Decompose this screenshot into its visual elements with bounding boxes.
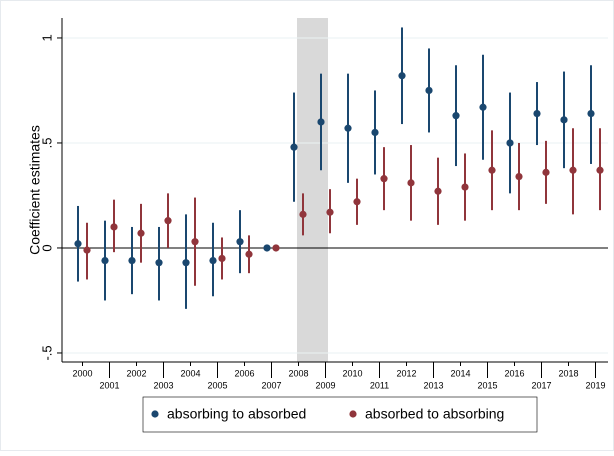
legend-label: absorbing to absorbed (167, 406, 306, 422)
y-tick-label: -.5 (39, 345, 54, 360)
point (560, 116, 568, 124)
legend-label: absorbed to absorbing (365, 406, 504, 422)
point (515, 172, 523, 181)
point (110, 223, 118, 231)
legend-box (142, 396, 538, 433)
point (74, 240, 82, 248)
x-tick-label: 2018 (558, 368, 578, 378)
point (191, 238, 199, 246)
legend-marker (151, 410, 159, 418)
x-tick-label: 2010 (342, 368, 362, 378)
point (371, 128, 379, 137)
y-tick-label: 1 (39, 34, 54, 41)
point (245, 250, 253, 258)
point (290, 143, 298, 151)
shaded-region (297, 18, 328, 362)
point (326, 208, 334, 216)
point (452, 112, 460, 120)
point (317, 118, 325, 126)
x-tick-label: 2015 (477, 380, 497, 390)
point (209, 256, 217, 265)
point (263, 244, 271, 252)
x-tick-label: 2013 (423, 380, 443, 390)
point (434, 187, 442, 195)
point (83, 246, 91, 254)
y-axis-title: Coefficient estimates (27, 125, 43, 255)
x-tick-label: 2001 (99, 380, 119, 390)
x-tick-label: 2000 (72, 368, 92, 378)
x-tick-label: 2017 (531, 380, 551, 390)
point (137, 229, 145, 237)
x-tick-label: 2014 (450, 368, 470, 378)
x-tick-label: 2005 (207, 380, 227, 390)
x-tick-label: 2004 (180, 368, 200, 378)
point (101, 256, 109, 265)
point (506, 139, 514, 147)
point (272, 244, 280, 252)
point (353, 198, 361, 206)
legend-marker (349, 410, 357, 418)
x-tick-label: 2019 (585, 380, 605, 390)
point (587, 109, 595, 118)
y-tick-label: 0 (39, 244, 54, 251)
point (479, 103, 487, 111)
x-tick-label: 2002 (126, 368, 146, 378)
point (344, 124, 352, 132)
point (128, 256, 136, 265)
x-tick-label: 2006 (234, 368, 254, 378)
point (155, 259, 163, 267)
point (182, 259, 190, 267)
x-tick-label: 2007 (261, 380, 281, 390)
point (425, 86, 433, 95)
point (299, 210, 307, 218)
point (569, 166, 577, 174)
point (533, 109, 541, 118)
point (542, 168, 550, 176)
x-tick-label: 2008 (288, 368, 308, 378)
point (398, 72, 406, 80)
point (164, 217, 172, 225)
point (596, 166, 604, 174)
y-tick-label: .5 (39, 138, 54, 149)
x-tick-label: 2009 (315, 380, 335, 390)
x-tick-label: 2012 (396, 368, 416, 378)
point (218, 254, 226, 263)
point (407, 179, 415, 187)
point (236, 238, 244, 246)
point (380, 175, 388, 183)
x-tick-label: 2003 (153, 380, 173, 390)
point (461, 183, 469, 191)
x-tick-label: 2011 (370, 380, 389, 390)
point (488, 166, 496, 174)
x-tick-label: 2016 (504, 368, 524, 378)
